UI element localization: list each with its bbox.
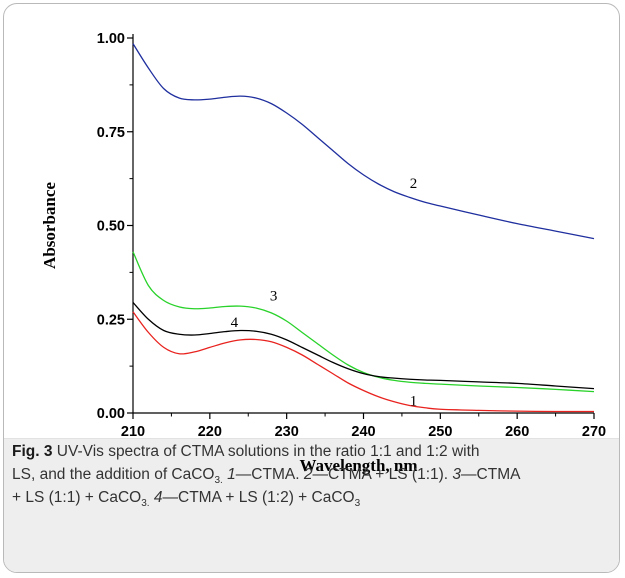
caption-curve-number: 4 (149, 489, 163, 506)
caption-text: + LS (1:1) + CaCO (12, 489, 142, 506)
x-tick-label-270: 270 (582, 424, 606, 440)
caption-text: LS, and the addition of CaCO (12, 466, 215, 483)
series-line-4 (132, 301, 595, 390)
y-axis-title: Absorbance (40, 182, 59, 269)
figure-caption: Fig. 3 UV-Vis spectra of CTMA solutions … (12, 440, 613, 509)
x-tick-label-220: 220 (198, 424, 222, 440)
caption-text: —CTMA. (235, 466, 304, 483)
caption-text: —CTMA + LS (1:1). (312, 466, 453, 483)
x-tick-label-250: 250 (428, 424, 452, 440)
caption-text: —CTMA + LS (1:2) + CaCO (162, 489, 355, 506)
series-label-3: 3 (270, 289, 278, 305)
caption-text: UV-Vis spectra of CTMA solutions in the … (52, 443, 480, 460)
caption-box (4, 438, 619, 572)
x-tick-label-240: 240 (351, 424, 375, 440)
y-tick-label-1.00: 1.00 (97, 31, 125, 47)
caption-curve-number: 3 (452, 466, 462, 483)
caption-subscript: 3 (354, 498, 361, 510)
caption-line-2: LS, and the addition of CaCO3. 1—CTMA. 2… (12, 463, 613, 486)
series-label-1: 1 (410, 394, 418, 410)
caption-subscript: 3. (141, 498, 150, 510)
caption-line-1: Fig. 3 UV-Vis spectra of CTMA solutions … (12, 440, 613, 463)
x-tick-label-260: 260 (505, 424, 529, 440)
figure-frame (3, 3, 620, 573)
series-label-2: 2 (410, 176, 418, 192)
series-line-1 (132, 311, 595, 413)
y-tick-label-0.00: 0.00 (97, 406, 125, 422)
caption-subscript: 3. (214, 475, 223, 487)
y-tick-label-0.50: 0.50 (97, 219, 125, 235)
caption-line-3: + LS (1:1) + CaCO3. 4—CTMA + LS (1:2) + … (12, 486, 613, 509)
series-line-3 (132, 251, 595, 393)
x-tick-label-230: 230 (275, 424, 299, 440)
caption-text: —CTMA (461, 466, 521, 483)
x-axis-title: Wavelength, nm (299, 456, 417, 475)
caption-curve-number: 1 (222, 466, 236, 483)
caption-curve-number: 2 (303, 466, 313, 483)
y-tick-label-0.75: 0.75 (97, 125, 125, 141)
x-tick-label-210: 210 (121, 424, 145, 440)
figure-label: Fig. 3 (12, 443, 53, 460)
plot-area: 210 220 230 240 250 260 270 0.00 0.25 0.50 0.75 1.0… (40, 31, 606, 475)
series-line-2 (132, 43, 595, 240)
series-label-4: 4 (231, 315, 239, 331)
y-tick-label-0.25: 0.25 (97, 312, 125, 328)
